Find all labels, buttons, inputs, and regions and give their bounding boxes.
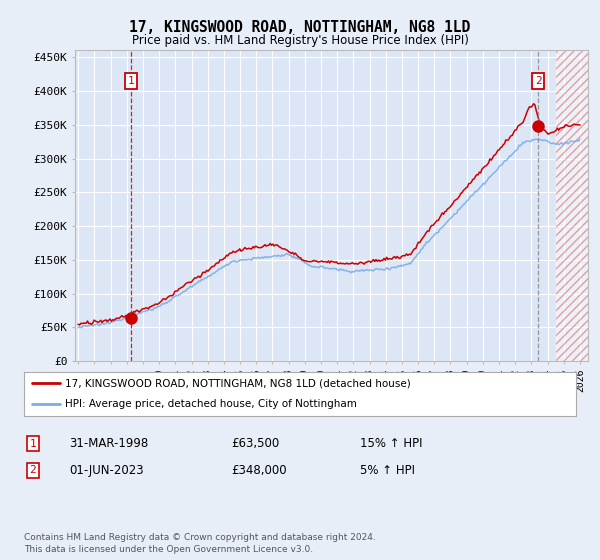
Text: HPI: Average price, detached house, City of Nottingham: HPI: Average price, detached house, City… bbox=[65, 399, 357, 409]
Text: 1: 1 bbox=[127, 76, 134, 86]
Bar bbox=[556, 50, 588, 361]
Text: Contains HM Land Registry data © Crown copyright and database right 2024.
This d: Contains HM Land Registry data © Crown c… bbox=[24, 533, 376, 554]
Text: 15% ↑ HPI: 15% ↑ HPI bbox=[360, 437, 422, 450]
Text: 17, KINGSWOOD ROAD, NOTTINGHAM, NG8 1LD: 17, KINGSWOOD ROAD, NOTTINGHAM, NG8 1LD bbox=[130, 20, 470, 35]
Text: 01-JUN-2023: 01-JUN-2023 bbox=[69, 464, 143, 477]
Text: 31-MAR-1998: 31-MAR-1998 bbox=[69, 437, 148, 450]
Text: £348,000: £348,000 bbox=[231, 464, 287, 477]
Text: 2: 2 bbox=[535, 76, 542, 86]
Text: 5% ↑ HPI: 5% ↑ HPI bbox=[360, 464, 415, 477]
Text: Price paid vs. HM Land Registry's House Price Index (HPI): Price paid vs. HM Land Registry's House … bbox=[131, 34, 469, 46]
Text: £63,500: £63,500 bbox=[231, 437, 279, 450]
Text: 1: 1 bbox=[29, 438, 37, 449]
Bar bbox=[556, 50, 588, 361]
Text: 17, KINGSWOOD ROAD, NOTTINGHAM, NG8 1LD (detached house): 17, KINGSWOOD ROAD, NOTTINGHAM, NG8 1LD … bbox=[65, 378, 411, 388]
Text: 2: 2 bbox=[29, 465, 37, 475]
